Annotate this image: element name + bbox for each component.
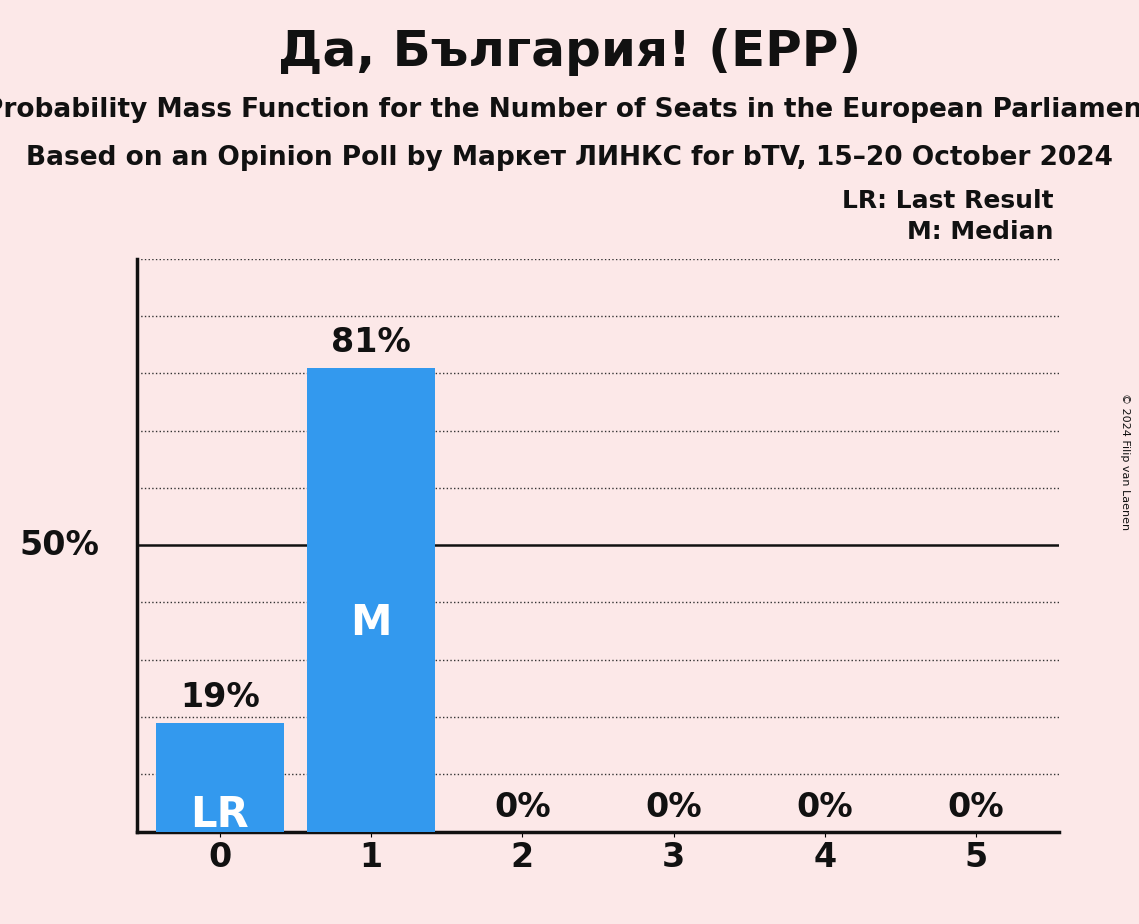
Text: 81%: 81% (331, 326, 411, 359)
Text: M: Median: M: Median (907, 220, 1054, 244)
Text: 0%: 0% (948, 791, 1005, 824)
Text: 19%: 19% (180, 681, 260, 714)
Bar (306, 368, 435, 832)
Text: 0%: 0% (494, 791, 550, 824)
Text: 0%: 0% (796, 791, 853, 824)
Text: Based on an Opinion Poll by Маркет ЛИНКС for bTV, 15–20 October 2024: Based on an Opinion Poll by Маркет ЛИНКС… (26, 145, 1113, 171)
Text: M: M (351, 602, 392, 644)
Text: Probability Mass Function for the Number of Seats in the European Parliament: Probability Mass Function for the Number… (0, 97, 1139, 123)
Text: Да, България! (EPP): Да, България! (EPP) (278, 28, 861, 76)
Text: LR: Last Result: LR: Last Result (842, 189, 1054, 213)
Text: 0%: 0% (646, 791, 702, 824)
Text: © 2024 Filip van Laenen: © 2024 Filip van Laenen (1121, 394, 1130, 530)
Bar (156, 723, 284, 832)
Text: 50%: 50% (19, 529, 100, 562)
Text: LR: LR (190, 795, 249, 836)
